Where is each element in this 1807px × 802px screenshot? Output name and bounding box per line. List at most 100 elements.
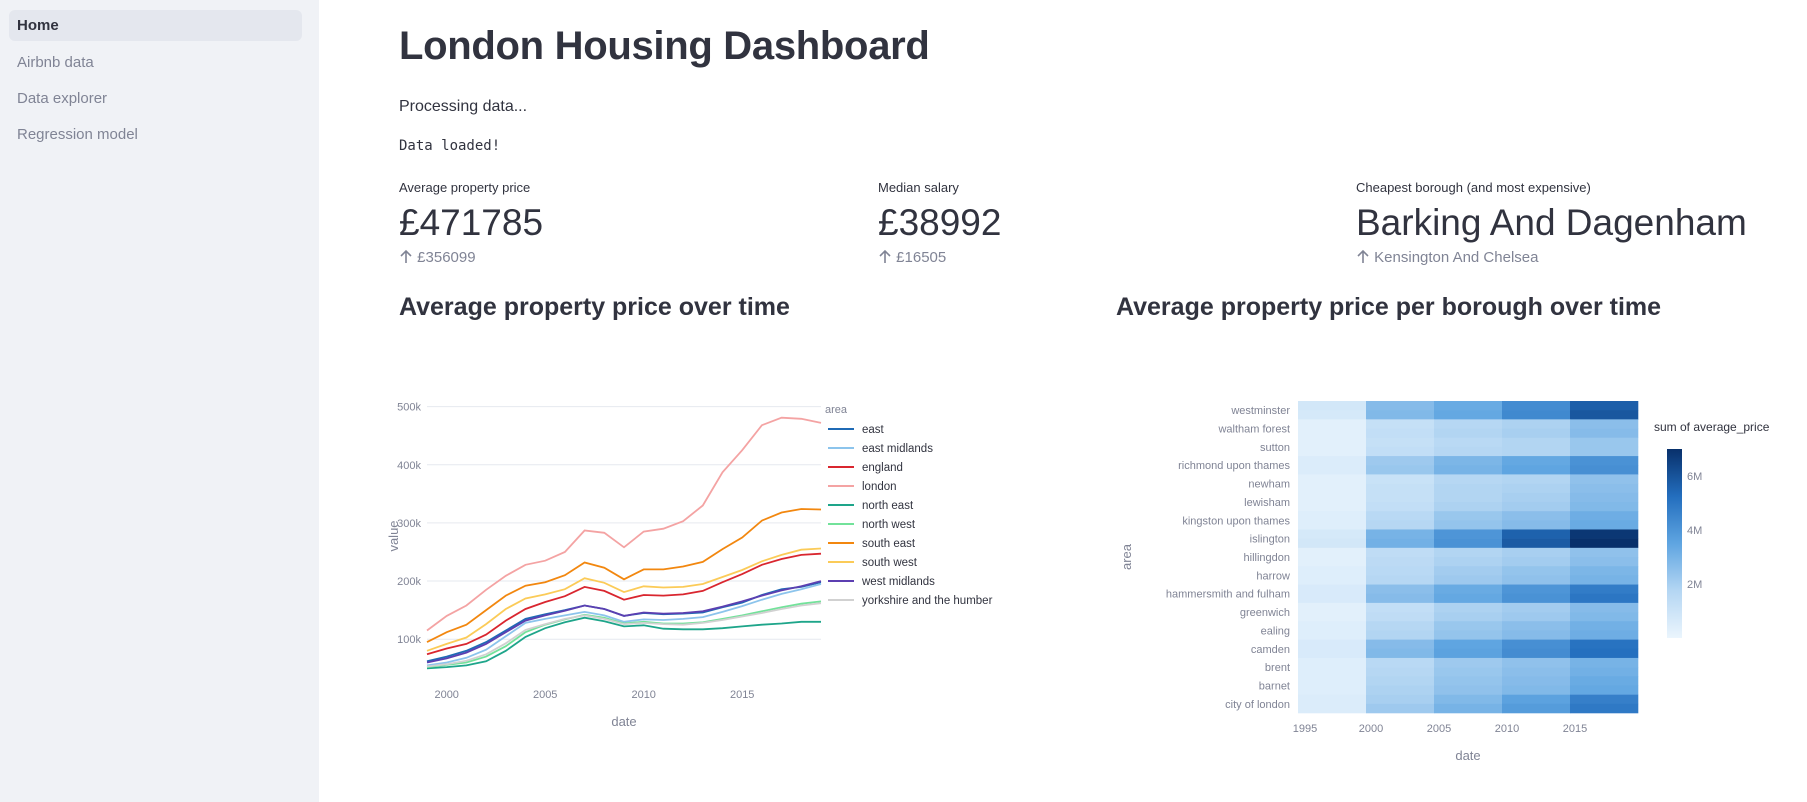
heatmap-cell (1570, 401, 1639, 411)
heatmap-cell (1366, 446, 1435, 457)
legend-title: area (825, 404, 848, 416)
heatmap-cell (1570, 474, 1639, 484)
x-tick-label: 2005 (533, 689, 557, 701)
legend-item: west midlands (861, 576, 935, 588)
heatmap-cell (1298, 593, 1367, 604)
x-tick-label: 2015 (730, 689, 754, 701)
metric-value-avg-price: £471785 (399, 202, 544, 243)
y-tick-label: 300k (397, 518, 421, 530)
heatmap-cell (1434, 648, 1503, 659)
heatmap-cell (1570, 446, 1639, 457)
colorbar (1667, 449, 1682, 638)
sidebar-item-airbnb-data[interactable]: Airbnb data (9, 47, 302, 78)
heatmap-cell (1502, 575, 1571, 585)
heatmap-chart-title: Average property price per borough over … (1116, 293, 1662, 321)
heatmap-cell (1366, 492, 1435, 503)
heatmap-cell (1366, 676, 1435, 686)
heatmap-cell (1502, 685, 1571, 695)
x-tick-label: 2010 (631, 689, 655, 701)
y-axis-label: value (386, 520, 401, 551)
heatmap-cell (1502, 474, 1571, 484)
heatmap-cell (1570, 630, 1639, 640)
y-tick-label: westminster (1230, 405, 1290, 417)
heatmap-cell (1366, 566, 1435, 576)
heatmap-cell (1298, 667, 1367, 677)
heatmap-cell (1502, 657, 1571, 668)
heatmap-cell (1366, 474, 1435, 484)
heatmap-cell (1366, 630, 1435, 640)
heatmap-cell (1366, 410, 1435, 420)
heatmap-cell (1366, 501, 1435, 512)
heatmap-cell (1298, 547, 1367, 558)
sidebar-item-regression-model[interactable]: Regression model (9, 119, 302, 150)
heatmap-cell (1298, 437, 1367, 448)
heatmap-cell (1434, 437, 1503, 448)
heatmap-cell (1434, 419, 1503, 429)
heatmap-cell (1298, 474, 1367, 484)
heatmap-cell (1298, 410, 1367, 420)
sidebar-item-label: Home (17, 17, 59, 34)
colorbar-title: sum of average_price (1654, 420, 1770, 434)
y-tick-label: waltham forest (1217, 424, 1290, 436)
y-tick-label: 500k (397, 402, 421, 414)
heatmap-cell (1570, 676, 1639, 686)
main-content: London Housing Dashboard Processing data… (319, 0, 1807, 802)
sidebar-item-home[interactable]: Home (9, 10, 302, 41)
metric-delta-text: £356099 (417, 249, 476, 266)
heatmap-cell (1298, 511, 1367, 521)
heatmap-cell (1434, 456, 1503, 466)
x-tick-label: 2000 (1359, 723, 1383, 735)
heatmap-cell (1298, 685, 1367, 695)
sidebar-item-data-explorer[interactable]: Data explorer (9, 83, 302, 114)
heatmap-cell (1502, 419, 1571, 429)
heatmap-chart[interactable]: westminster waltham forest sutton richmond … (1109, 380, 1807, 770)
heatmap-cell (1298, 602, 1367, 613)
x-tick-label: 2015 (1563, 723, 1587, 735)
heatmap-cell (1434, 676, 1503, 686)
heatmap-cell (1298, 584, 1367, 595)
y-tick-label: 100k (397, 634, 421, 646)
legend-item: east (862, 424, 885, 436)
heatmap-cell (1570, 483, 1639, 494)
heatmap-cell (1434, 520, 1503, 530)
series-line-south-east (426, 508, 822, 643)
metric-delta-text: £16505 (896, 249, 947, 266)
heatmap-cell (1502, 694, 1571, 705)
heatmap-cell (1366, 529, 1435, 539)
heatmap-cell (1366, 428, 1435, 439)
heatmap-cell (1366, 575, 1435, 585)
heatmap-cell (1298, 657, 1367, 668)
heatmap-cell (1366, 667, 1435, 677)
heatmap-cell (1298, 575, 1367, 585)
arrow-up-icon (1357, 249, 1369, 263)
heatmap-cell (1434, 566, 1503, 576)
legend-item: north east (862, 500, 914, 512)
heatmap-cell (1570, 456, 1639, 466)
sidebar-item-label: Regression model (17, 126, 138, 143)
heatmap-cell (1570, 410, 1639, 420)
metric-delta-median-salary: £16505 (878, 249, 946, 266)
heatmap-cell (1366, 612, 1435, 622)
heatmap-cell (1434, 428, 1503, 439)
status-processing-text: Processing data... (399, 98, 528, 115)
heatmap-cell (1366, 437, 1435, 448)
heatmap-cell (1434, 446, 1503, 457)
heatmap-cell (1570, 437, 1639, 448)
x-tick-label: 2010 (1495, 723, 1519, 735)
heatmap-cell (1502, 547, 1571, 558)
heatmap-cell (1298, 428, 1367, 439)
heatmap-cell (1434, 685, 1503, 695)
heatmap-cell (1366, 511, 1435, 521)
heatmap-cell (1502, 437, 1571, 448)
heatmap-cell (1502, 483, 1571, 494)
heatmap-cell (1298, 676, 1367, 686)
heatmap-cell (1298, 630, 1367, 640)
metric-delta-avg-price: £356099 (399, 249, 476, 266)
series-line-london (426, 416, 822, 632)
heatmap-cell (1434, 593, 1503, 604)
heatmap-cell (1434, 575, 1503, 585)
heatmap-cell (1502, 492, 1571, 503)
heatmap-cell (1502, 630, 1571, 640)
heatmap-cell (1434, 492, 1503, 503)
line-chart[interactable]: 100k 200k 300k 400k 500k 2000 2005 2010 2015 date… (379, 380, 1029, 770)
